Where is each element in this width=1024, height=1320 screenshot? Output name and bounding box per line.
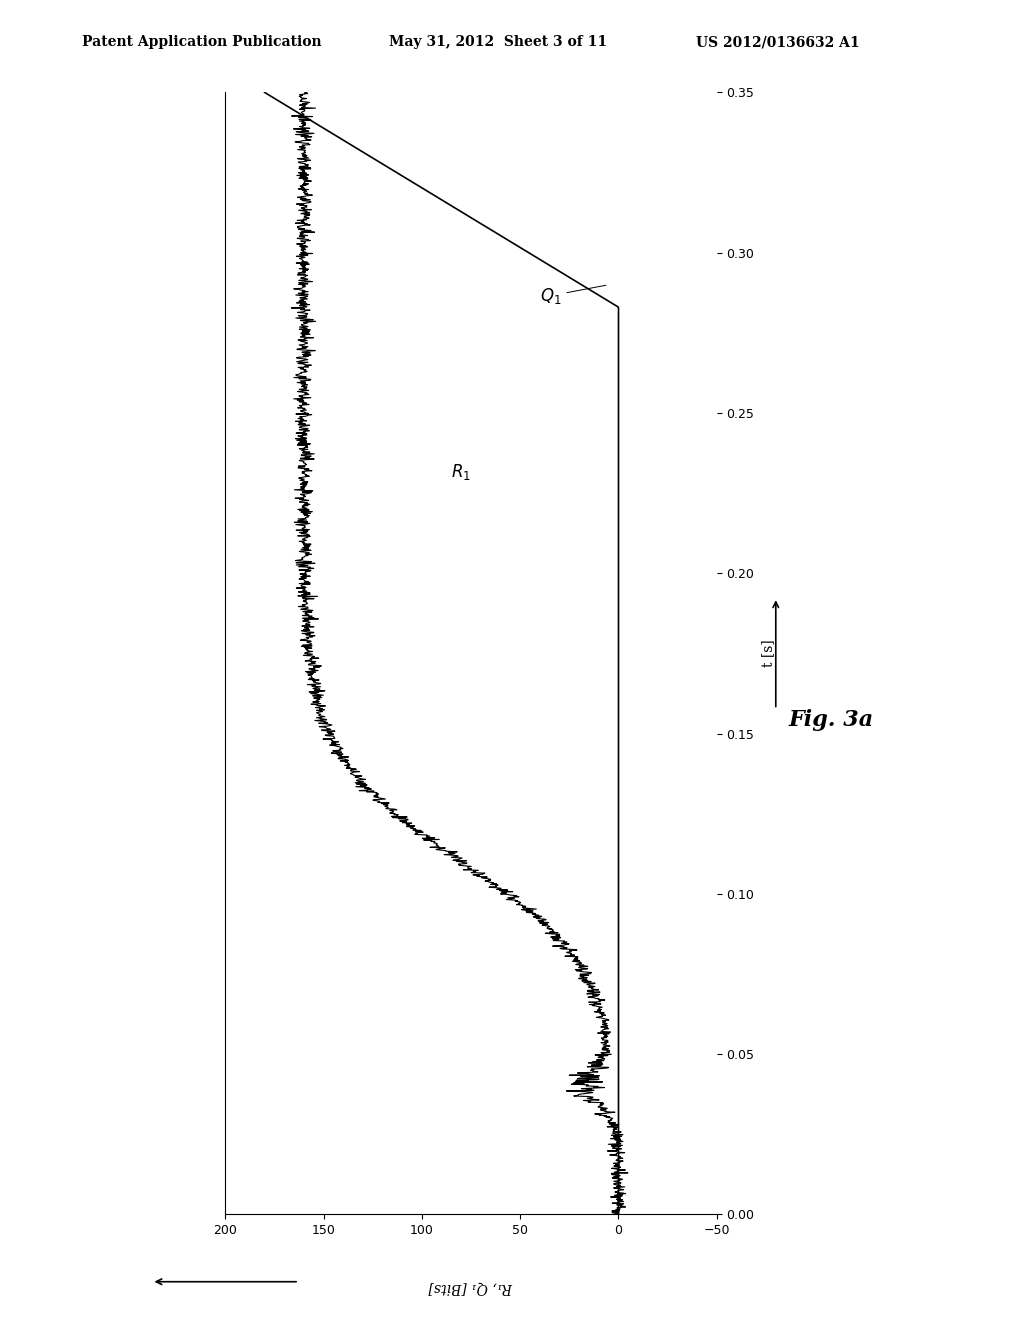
Text: Patent Application Publication: Patent Application Publication xyxy=(82,36,322,49)
Text: US 2012/0136632 A1: US 2012/0136632 A1 xyxy=(696,36,860,49)
Text: Fig. 3a: Fig. 3a xyxy=(788,709,873,731)
Text: R₁, Q₁ [Bits]: R₁, Q₁ [Bits] xyxy=(429,1280,513,1294)
Text: May 31, 2012  Sheet 3 of 11: May 31, 2012 Sheet 3 of 11 xyxy=(389,36,607,49)
Y-axis label: t [s]: t [s] xyxy=(762,639,775,668)
Text: $Q_1$: $Q_1$ xyxy=(540,285,606,306)
Text: $R_1$: $R_1$ xyxy=(452,462,471,482)
